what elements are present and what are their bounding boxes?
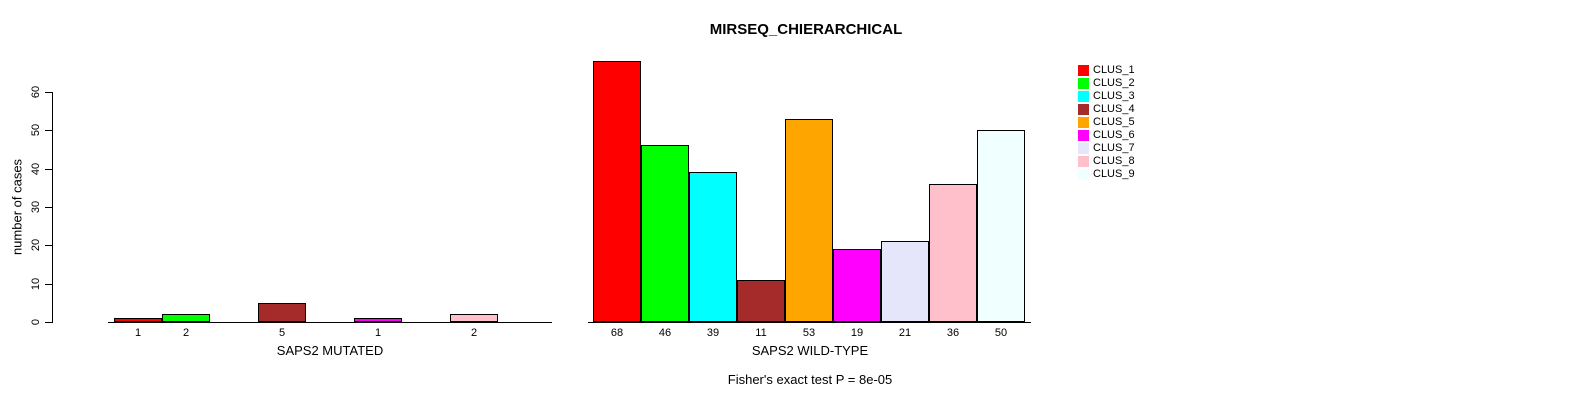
legend-swatch-clus_1 <box>1078 65 1089 76</box>
fisher-test-annotation: Fisher's exact test P = 8e-05 <box>727 372 893 387</box>
legend-label-clus_2: CLUS_2 <box>1093 77 1135 89</box>
bar-panel2-clus_9 <box>977 130 1025 322</box>
bar-value-label: 68 <box>610 327 624 339</box>
x-axis-label-mutated: SAPS2 MUTATED <box>276 343 384 358</box>
legend-label-clus_3: CLUS_3 <box>1093 90 1135 102</box>
y-axis-label: number of cases <box>9 158 25 256</box>
legend-swatch-clus_3 <box>1078 91 1089 102</box>
bar-panel2-clus_6 <box>833 249 881 322</box>
bar-value-label: 5 <box>278 327 286 339</box>
y-axis-line <box>52 91 53 323</box>
bar-panel2-clus_2 <box>641 145 689 322</box>
y-tick-label: 30 <box>30 200 42 214</box>
legend-label-clus_6: CLUS_6 <box>1093 129 1135 141</box>
bar-value-label: 36 <box>946 327 960 339</box>
legend-label-clus_5: CLUS_5 <box>1093 116 1135 128</box>
bar-value-label: 1 <box>134 327 142 339</box>
bar-value-label: 1 <box>374 327 382 339</box>
bar-panel1-clus_1 <box>114 318 162 322</box>
legend-swatch-clus_2 <box>1078 78 1089 89</box>
legend-swatch-clus_9 <box>1078 169 1089 180</box>
y-tick <box>45 130 52 132</box>
bar-value-label: 21 <box>898 327 912 339</box>
y-tick-label: 0 <box>30 318 42 326</box>
x-axis-line <box>108 322 552 323</box>
bar-panel1-clus_2 <box>162 314 210 322</box>
y-tick <box>45 206 52 208</box>
bar-panel1-clus_6 <box>354 318 402 322</box>
bar-value-label: 11 <box>755 327 767 339</box>
bar-panel1-clus_4 <box>258 303 306 322</box>
y-tick-label: 60 <box>30 85 42 98</box>
bar-value-label: 46 <box>658 327 672 339</box>
y-tick <box>45 283 52 285</box>
legend-swatch-clus_8 <box>1078 156 1089 167</box>
legend-label-clus_4: CLUS_4 <box>1093 103 1135 115</box>
bar-value-label: 53 <box>802 327 816 339</box>
bar-value-label: 39 <box>706 327 720 339</box>
chart-title: MIRSEQ_CHIERARCHICAL <box>709 21 903 38</box>
bar-value-label: 2 <box>182 327 190 339</box>
y-tick-label: 20 <box>30 239 42 252</box>
y-tick <box>45 168 52 170</box>
y-tick-label: 10 <box>30 277 42 290</box>
legend-label-clus_1: CLUS_1 <box>1093 64 1135 76</box>
legend-swatch-clus_5 <box>1078 117 1089 128</box>
bar-panel2-clus_5 <box>785 119 833 322</box>
bar-panel2-clus_1 <box>593 61 641 322</box>
bar-value-label: 19 <box>850 327 864 339</box>
y-tick <box>45 322 52 323</box>
bar-panel1-clus_8 <box>450 314 498 322</box>
bar-panel2-clus_7 <box>881 241 929 322</box>
legend-label-clus_8: CLUS_8 <box>1093 155 1135 167</box>
legend-swatch-clus_4 <box>1078 104 1089 115</box>
y-tick <box>45 245 52 247</box>
y-tick <box>45 91 52 93</box>
y-tick-label: 50 <box>30 123 42 137</box>
bar-value-label: 50 <box>994 327 1008 339</box>
legend-swatch-clus_6 <box>1078 130 1089 141</box>
legend-label-clus_9: CLUS_9 <box>1093 168 1135 180</box>
y-tick-label: 40 <box>30 162 42 175</box>
bar-panel2-clus_4 <box>737 280 785 322</box>
legend-label-clus_7: CLUS_7 <box>1093 142 1135 154</box>
x-axis-line <box>588 322 1031 323</box>
legend-swatch-clus_7 <box>1078 143 1089 154</box>
bar-panel2-clus_8 <box>929 184 977 322</box>
bar-panel2-clus_3 <box>689 172 737 322</box>
x-axis-label-wild-type: SAPS2 WILD-TYPE <box>751 343 869 358</box>
bar-value-label: 2 <box>470 327 478 339</box>
